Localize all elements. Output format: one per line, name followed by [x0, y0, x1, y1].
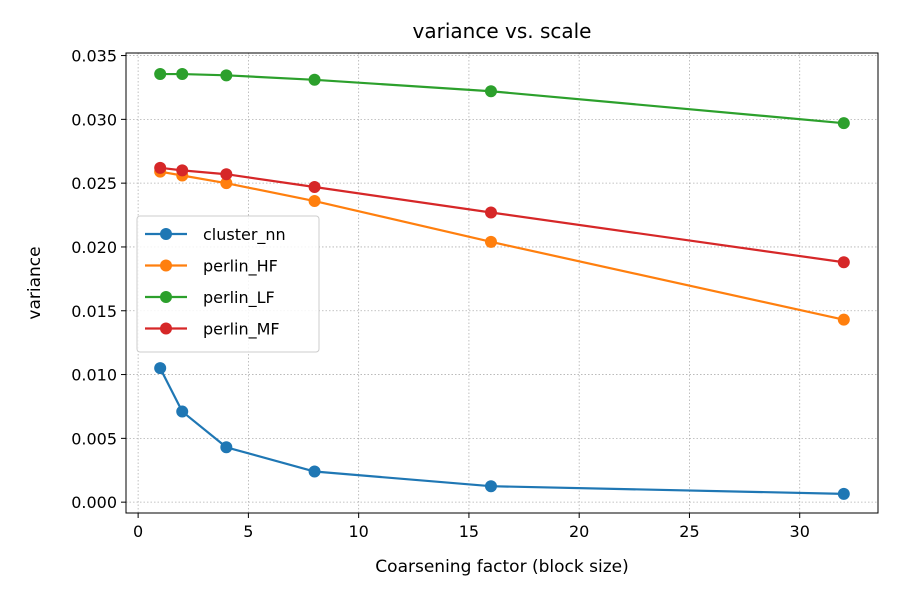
series-line-perlin_LF: [160, 72, 844, 125]
legend-label-perlin_MF: perlin_MF: [203, 320, 280, 340]
data-point-perlin_HF: [220, 177, 233, 190]
plot-frame: [125, 52, 879, 514]
data-point-perlin_LF: [837, 117, 850, 130]
legend-marker-perlin_MF: [160, 322, 172, 335]
x-tick-label: 25: [679, 522, 699, 541]
legend-label-perlin_LF: perlin_LF: [203, 288, 275, 308]
chart-title: variance vs. scale: [413, 19, 592, 43]
data-point-perlin_LF: [154, 68, 167, 81]
y-tick-label: 0.035: [71, 47, 117, 66]
data-point-perlin_LF: [176, 68, 189, 81]
data-point-cluster_nn: [176, 405, 189, 418]
data-point-perlin_LF: [308, 73, 321, 86]
series-line-cluster_nn: [159, 367, 844, 495]
data-point-perlin_HF: [484, 235, 497, 248]
data-point-perlin_MF: [176, 164, 189, 177]
x-tick-label: 30: [790, 522, 810, 541]
y-tick-label: 0.020: [71, 238, 117, 257]
data-point-perlin_LF: [484, 85, 497, 98]
x-tick-label: 20: [569, 522, 589, 541]
data-point-perlin_MF: [837, 256, 850, 269]
x-tick-label: 5: [243, 522, 253, 541]
series-layer: [154, 68, 850, 500]
y-tick-label: 0.015: [71, 302, 117, 321]
data-point-perlin_MF: [308, 180, 321, 193]
legend-marker-perlin_LF: [160, 291, 172, 303]
y-tick-label: 0.010: [71, 366, 117, 385]
data-point-cluster_nn: [220, 441, 233, 454]
legend: cluster_nn perlin_HF perlin_LF perlin_MF: [136, 215, 320, 353]
x-tick-label: 15: [459, 522, 479, 541]
data-point-perlin_HF: [837, 313, 850, 326]
grid: [126, 53, 878, 513]
y-tick-label: 0.025: [71, 174, 117, 193]
legend-marker-perlin_HF: [160, 259, 172, 272]
axis-ticks: 0 5 10 15 20 25 30 0.000 0.005 0.010 0.015 0.020 0.0…: [71, 47, 810, 541]
x-axis-label: Coarsening factor (block size): [375, 557, 628, 577]
legend-label-perlin_HF: perlin_HF: [203, 257, 278, 277]
data-point-perlin_LF: [220, 69, 233, 82]
legend-label-cluster_nn: cluster_nn: [203, 225, 286, 245]
data-point-perlin_MF: [484, 206, 497, 219]
legend-box: [136, 215, 320, 353]
data-point-cluster_nn: [837, 487, 850, 500]
x-tick-label: 10: [348, 522, 368, 541]
legend-marker-cluster_nn: [160, 228, 172, 240]
y-axis-label: variance: [25, 246, 45, 319]
y-tick-label: 0.000: [71, 493, 117, 512]
data-point-cluster_nn: [484, 480, 497, 493]
data-point-cluster_nn: [154, 362, 167, 375]
y-tick-label: 0.030: [71, 110, 117, 129]
y-tick-label: 0.005: [71, 429, 117, 448]
data-point-cluster_nn: [308, 465, 321, 478]
x-tick-label: 0: [133, 522, 143, 541]
data-point-perlin_MF: [154, 161, 167, 174]
data-point-perlin_MF: [220, 168, 233, 181]
data-point-perlin_HF: [308, 195, 321, 208]
